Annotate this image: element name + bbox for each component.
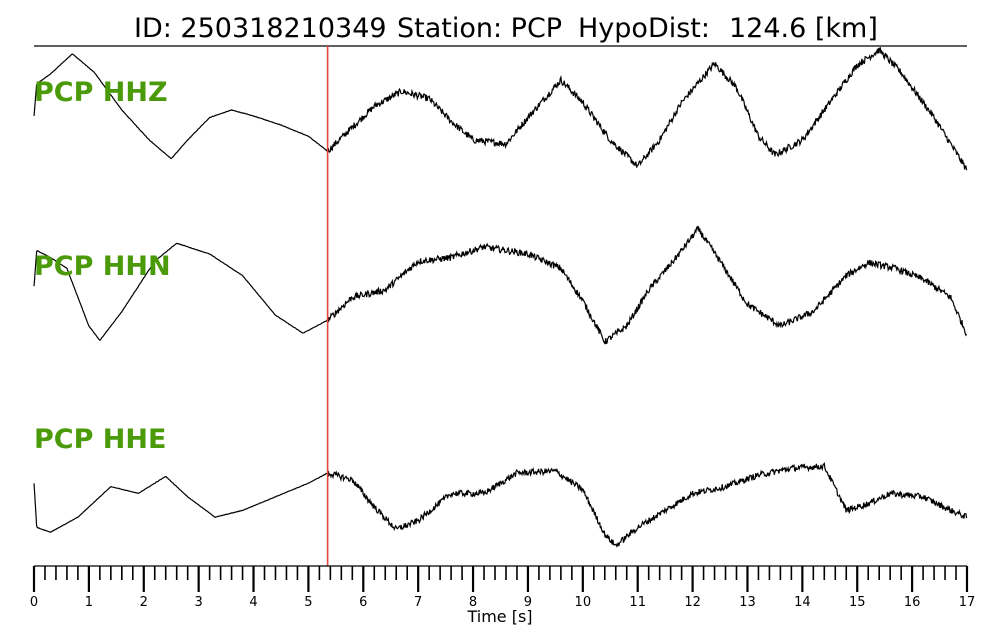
x-tick-label: 1	[85, 595, 93, 610]
trace-hhz	[33, 47, 968, 171]
x-tick-label: 16	[904, 595, 921, 610]
x-tick-label: 3	[195, 595, 203, 610]
x-tick-label: 8	[469, 595, 477, 610]
x-tick-label: 15	[849, 595, 866, 610]
trace-hhe	[33, 462, 968, 548]
x-tick-label: 0	[30, 595, 38, 610]
time-axis: 0 1 2 3 4 5 6 7 8 9 10 11 12 13 14 15 16 17	[30, 565, 976, 610]
x-tick-label: 2	[140, 595, 148, 610]
x-tick-label: 5	[304, 595, 312, 610]
x-axis-label: Time [s]	[466, 607, 532, 626]
figure-title-hypodist-label: HypoDist:	[578, 13, 710, 44]
x-tick-label: 4	[249, 595, 257, 610]
x-tick-label: 17	[959, 595, 976, 610]
x-tick-label: 13	[739, 595, 756, 610]
channel-label-hhn: PCP HHN	[34, 251, 171, 282]
x-tick-label: 7	[414, 595, 422, 610]
x-tick-label: 12	[684, 595, 701, 610]
figure-title-id: ID: 250318210349	[134, 13, 387, 44]
trace-hhn	[33, 225, 968, 345]
channel-label-hhz: PCP HHZ	[34, 77, 168, 108]
x-tick-label: 9	[524, 595, 532, 610]
figure-title-station: Station: PCP	[397, 13, 562, 44]
x-tick-label: 14	[794, 595, 811, 610]
x-tick-label: 10	[575, 595, 592, 610]
trace-group	[33, 47, 968, 548]
x-tick-label: 11	[629, 595, 646, 610]
channel-label-hhe: PCP HHE	[34, 424, 166, 455]
x-tick-label: 6	[359, 595, 367, 610]
figure-title-hypodist-value: 124.6 [km]	[729, 13, 878, 44]
